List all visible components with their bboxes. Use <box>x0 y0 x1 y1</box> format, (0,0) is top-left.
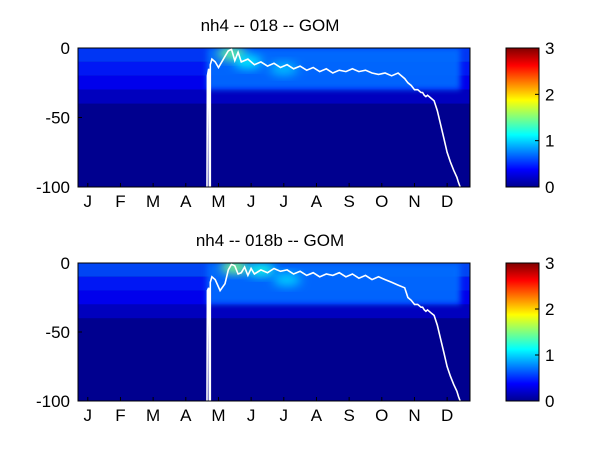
panel-1-heatmap <box>78 48 470 104</box>
p1-colorbar-tick-label-0: 3 <box>545 39 554 58</box>
panel-2-colorbar-ticks: 3 2 1 0 <box>535 254 554 411</box>
panel-2-contour-line <box>206 263 461 401</box>
p1-colorbar-tick-label-3: 0 <box>545 178 554 197</box>
p2-y-tick-label-2: -100 <box>36 392 70 411</box>
panel-2-title: nh4 -- 018b -- GOM <box>196 231 344 250</box>
p2-x-tick-label-10: N <box>408 406 420 425</box>
p2-x-tick-label-6: J <box>280 406 289 425</box>
p1-x-tick-label-7: A <box>311 192 323 211</box>
panel-1-plot-area <box>78 48 470 187</box>
p2-y-tick-label-1: -50 <box>45 323 70 342</box>
panel-1-contour-line <box>206 48 461 187</box>
p1-colorbar-tick-label-1: 2 <box>545 85 554 104</box>
panel-2-heatmap <box>78 263 470 319</box>
p1-colorbar-tick-label-2: 1 <box>545 132 554 151</box>
p1-x-tick-label-8: S <box>343 192 354 211</box>
p2-x-tick-label-9: O <box>375 406 388 425</box>
panel-2-y-ticks: 0 -50 -100 <box>36 254 82 411</box>
p1-y-tick-label-1: -50 <box>45 109 70 128</box>
p1-season-band <box>207 48 461 90</box>
p2-surface-band-3 <box>78 304 470 319</box>
p1-x-tick-label-0: J <box>84 192 93 211</box>
p2-colorbar-tick-label-0: 3 <box>545 254 554 273</box>
panel-1-colorbar-ticks: 3 2 1 0 <box>535 39 554 197</box>
panel-1-colorbar-fill <box>505 47 540 188</box>
p1-surface-band-3 <box>78 89 470 104</box>
p2-x-tick-label-11: D <box>441 406 453 425</box>
p2-colorbar-tick-label-3: 0 <box>545 392 554 411</box>
p1-x-tick-label-10: N <box>408 192 420 211</box>
p2-x-tick-label-2: M <box>146 406 160 425</box>
p1-x-tick-label-3: A <box>180 192 192 211</box>
panel-2-plot-area <box>78 263 470 401</box>
p2-x-tick-label-3: A <box>180 406 192 425</box>
p2-x-tick-label-1: F <box>115 406 125 425</box>
panel-1-y-ticks: 0 -50 -100 <box>36 39 82 197</box>
p1-x-tick-label-6: J <box>280 192 289 211</box>
panel-2-colorbar: 3 2 1 0 <box>505 254 554 411</box>
p1-y-tick-label-0: 0 <box>61 39 70 58</box>
p1-x-tick-label-4: M <box>211 192 225 211</box>
p2-x-tick-label-5: J <box>247 406 256 425</box>
p2-y-tick-label-0: 0 <box>61 254 70 273</box>
panel-1-colorbar: 3 2 1 0 <box>505 39 554 197</box>
panel-2-colorbar-fill <box>505 262 540 402</box>
p1-x-tick-label-11: D <box>441 192 453 211</box>
p2-hotspot-2 <box>273 273 302 286</box>
p1-x-tick-label-1: F <box>115 192 125 211</box>
panel-1-title: nh4 -- 018 -- GOM <box>201 16 340 35</box>
p1-x-tick-label-2: M <box>146 192 160 211</box>
p2-x-tick-label-7: A <box>311 406 323 425</box>
p1-x-tick-label-9: O <box>375 192 388 211</box>
p1-hotspot-1 <box>233 55 262 68</box>
p2-colorbar-tick-label-2: 1 <box>545 346 554 365</box>
p1-x-tick-label-5: J <box>247 192 256 211</box>
p2-x-tick-label-4: M <box>211 406 225 425</box>
p2-x-tick-label-8: S <box>343 406 354 425</box>
p1-y-tick-label-2: -100 <box>36 178 70 197</box>
p2-x-tick-label-0: J <box>84 406 93 425</box>
p2-colorbar-tick-label-1: 2 <box>545 300 554 319</box>
